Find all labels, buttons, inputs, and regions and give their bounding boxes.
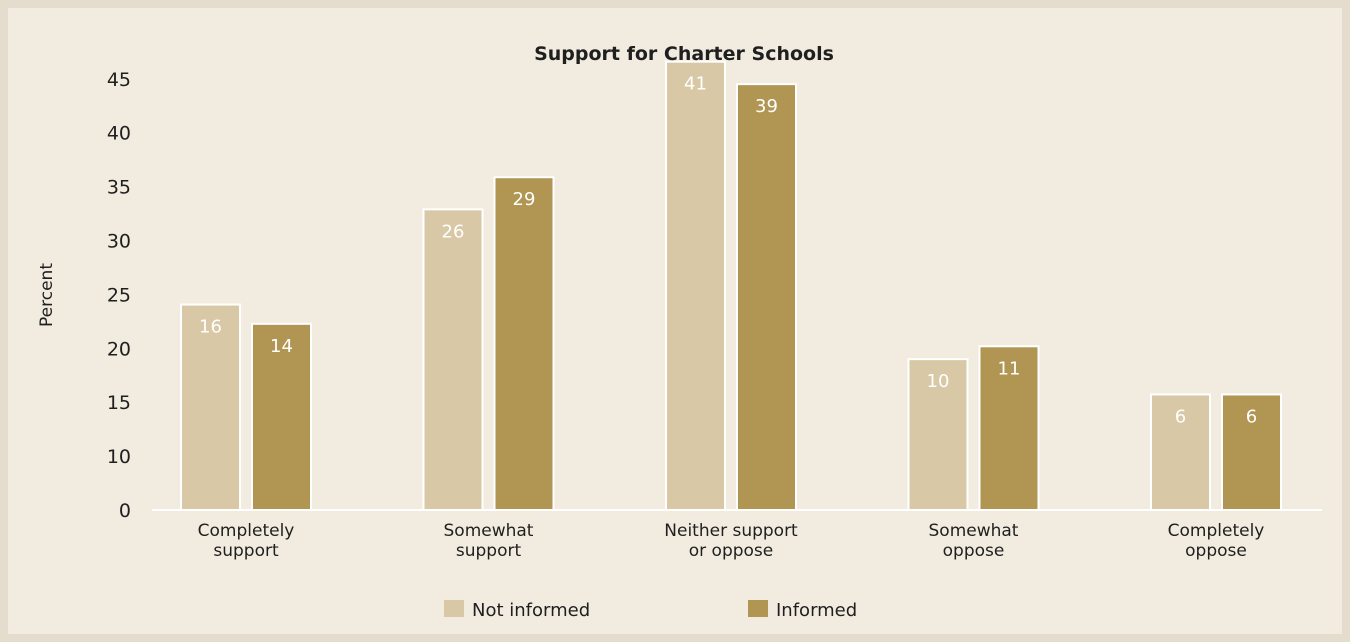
y-tick-label: 25 (107, 284, 131, 306)
data-label: 6 (1175, 406, 1186, 427)
data-label: 41 (684, 74, 707, 95)
legend-label: Informed (776, 600, 857, 621)
y-tick-label: 0 (119, 500, 131, 522)
x-tick-label: Completely (198, 521, 295, 541)
chart-title: Support for Charter Schools (534, 43, 834, 65)
x-tick-label: Completely (1168, 521, 1265, 541)
legend-swatch (444, 600, 464, 617)
x-tick-label: oppose (1185, 541, 1247, 561)
bar-not-informed (422, 208, 484, 512)
y-tick-label: 40 (107, 123, 131, 145)
x-tick-label: Somewhat (929, 521, 1019, 541)
y-axis-label: Percent (37, 263, 57, 327)
data-label: 10 (927, 371, 950, 392)
x-tick-label: support (456, 541, 522, 561)
x-tick-label: Somewhat (444, 521, 534, 541)
y-tick-label: 35 (107, 177, 131, 199)
data-label: 14 (270, 336, 293, 357)
y-tick-label: 10 (107, 446, 131, 468)
x-axis-labels: CompletelysupportSomewhatsupportNeither … (198, 521, 1265, 561)
data-label: 11 (998, 358, 1021, 379)
x-tick-label: or oppose (689, 541, 774, 561)
data-label: 29 (513, 189, 536, 210)
bar-informed (251, 322, 312, 511)
y-axis-ticks: 0 10 15 20 25 30 35 40 45 (107, 69, 131, 522)
legend-swatch (748, 600, 768, 617)
x-tick-label: oppose (943, 541, 1005, 561)
x-tick-label: Neither support (664, 521, 798, 541)
data-label: 39 (755, 96, 778, 117)
bar-not-informed (665, 60, 726, 511)
y-tick-label: 15 (107, 392, 131, 414)
bar-informed (493, 176, 555, 511)
y-tick-label: 45 (107, 69, 131, 91)
bar-not-informed (180, 303, 241, 511)
data-label: 16 (199, 317, 222, 338)
data-label: 26 (442, 221, 465, 242)
y-tick-label: 30 (107, 231, 131, 253)
bar-informed (736, 83, 797, 511)
data-label: 6 (1246, 406, 1257, 427)
x-tick-label: support (213, 541, 279, 561)
legend: Not informed Informed (444, 600, 857, 621)
y-tick-label: 20 (107, 338, 131, 360)
bars: 16 14 26 29 41 39 10 11 6 6 (180, 60, 1282, 512)
legend-label: Not informed (472, 600, 590, 621)
